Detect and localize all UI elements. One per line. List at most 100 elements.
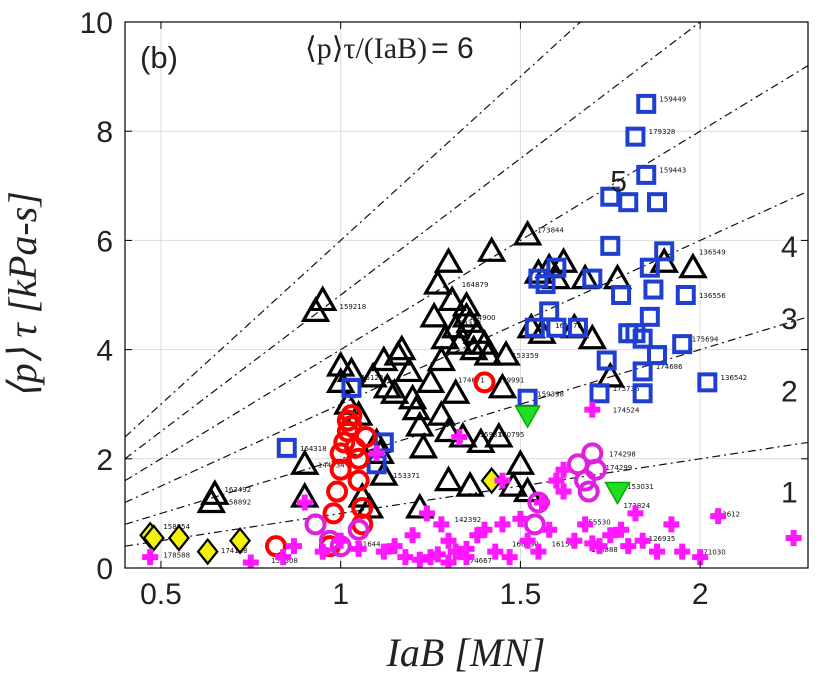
data-point-plus	[519, 532, 536, 549]
shot-number-label: 159398	[537, 390, 564, 398]
data-point-square	[546, 317, 567, 338]
shot-number-label: 174299	[606, 464, 633, 472]
shot-number-label: 155530	[584, 519, 611, 527]
data-point-square	[697, 372, 718, 393]
data-point-plus	[142, 549, 159, 566]
reference-line-label: 5	[610, 165, 627, 198]
data-point-square	[611, 285, 632, 305]
shot-number-label: 159443	[659, 166, 686, 174]
data-point-plus	[555, 461, 572, 478]
data-point-plus	[710, 508, 727, 525]
data-point-plus	[458, 549, 475, 566]
y-tick-label: 6	[96, 225, 113, 258]
shot-number-label: 126935	[649, 535, 676, 543]
data-point-plus	[555, 483, 572, 500]
data-point-plus	[620, 538, 637, 555]
data-point-square	[636, 93, 657, 114]
data-point-plus	[447, 543, 464, 560]
data-point-diamond	[196, 537, 219, 566]
shot-number-label: 164879	[462, 281, 489, 289]
data-point-circle	[326, 480, 349, 503]
data-point-plus	[397, 549, 414, 566]
data-point-triangle-up	[405, 410, 435, 437]
reference-line-slope-3	[125, 190, 808, 504]
data-point-plus	[566, 532, 583, 549]
data-point-plus	[494, 472, 511, 489]
shot-number-label: 153371	[393, 472, 420, 480]
data-point-triangle-up	[440, 378, 471, 404]
data-point-plus	[411, 551, 428, 568]
data-point-plus	[501, 549, 518, 566]
data-point-plus	[350, 540, 367, 557]
reference-formula-rhs: = 6	[431, 32, 474, 65]
y-tick-label: 10	[80, 7, 113, 40]
shot-number-label: 174298	[609, 450, 636, 458]
data-point-plus	[692, 549, 709, 566]
data-point-triangle-up	[408, 432, 439, 459]
data-point-plus	[494, 516, 511, 533]
shot-number-label: 174118	[221, 547, 248, 555]
reference-line-label: 3	[781, 303, 798, 336]
x-tick-label: 2	[692, 578, 709, 611]
data-point-square	[639, 257, 660, 278]
data-point-triangle-down	[514, 405, 541, 429]
data-markers	[139, 93, 802, 568]
data-point-plus	[296, 494, 313, 511]
data-point-plus	[613, 521, 630, 538]
data-point-plus	[242, 554, 259, 568]
data-point-triangle-up	[437, 285, 467, 312]
data-point-diamond	[480, 466, 503, 495]
data-point-plus	[533, 494, 550, 511]
data-point-plus	[314, 543, 331, 560]
shot-number-label: 179328	[649, 128, 676, 136]
x-tick-label: 1	[332, 578, 349, 611]
data-point-triangle-up	[512, 219, 543, 246]
data-point-square	[582, 268, 603, 289]
shot-number-label: 174671	[458, 377, 485, 385]
shot-number-label: 178588	[163, 551, 190, 559]
data-point-triangle-up	[595, 361, 626, 388]
panel-label: (b)	[140, 40, 178, 75]
data-point-triangle-up	[469, 328, 500, 355]
shot-number-label: 161644	[354, 540, 381, 548]
shot-number-label: 163492	[224, 486, 251, 494]
data-point-square	[643, 279, 664, 300]
data-point-square	[639, 306, 660, 327]
data-point-plus	[785, 529, 802, 546]
data-point-plus	[577, 516, 594, 533]
data-point-plus	[512, 510, 529, 527]
shot-number-label: 153338	[455, 319, 482, 327]
shot-number-label: 161284	[361, 374, 388, 382]
data-point-plus	[627, 505, 644, 522]
y-tick-label: 0	[96, 553, 113, 586]
shot-number-label: 174667	[465, 557, 492, 565]
reference-line-label: 1	[781, 476, 798, 509]
data-point-plus	[440, 532, 457, 549]
data-point-plus	[663, 516, 680, 533]
data-point-square	[675, 285, 696, 305]
data-point-plus	[458, 540, 475, 557]
data-point-square	[524, 317, 545, 338]
data-point-plus	[429, 546, 446, 563]
data-point-plus	[548, 472, 565, 489]
data-point-triangle-up	[200, 479, 230, 505]
data-point-circle	[347, 469, 370, 492]
shot-number-label: 136272	[807, 530, 830, 538]
data-point-triangle-up	[498, 470, 528, 497]
data-point-square	[341, 377, 362, 398]
data-point-triangle-up	[387, 334, 417, 361]
data-point-diamond	[229, 526, 252, 555]
data-point-square	[625, 126, 646, 147]
data-point-diamond	[142, 524, 165, 552]
reference-line-label: 4	[781, 231, 798, 264]
data-point-circle	[347, 518, 370, 541]
data-point-triangle-up	[505, 449, 536, 475]
data-point-plus	[584, 535, 601, 552]
data-point-triangle-up	[433, 416, 464, 443]
shot-number-label: 164318	[300, 445, 327, 453]
data-point-square	[654, 241, 675, 262]
data-point-triangle-up	[433, 465, 464, 492]
reference-line-label: 2	[781, 375, 798, 408]
data-point-plus	[451, 428, 468, 445]
shot-number-label: 175694	[692, 336, 719, 344]
